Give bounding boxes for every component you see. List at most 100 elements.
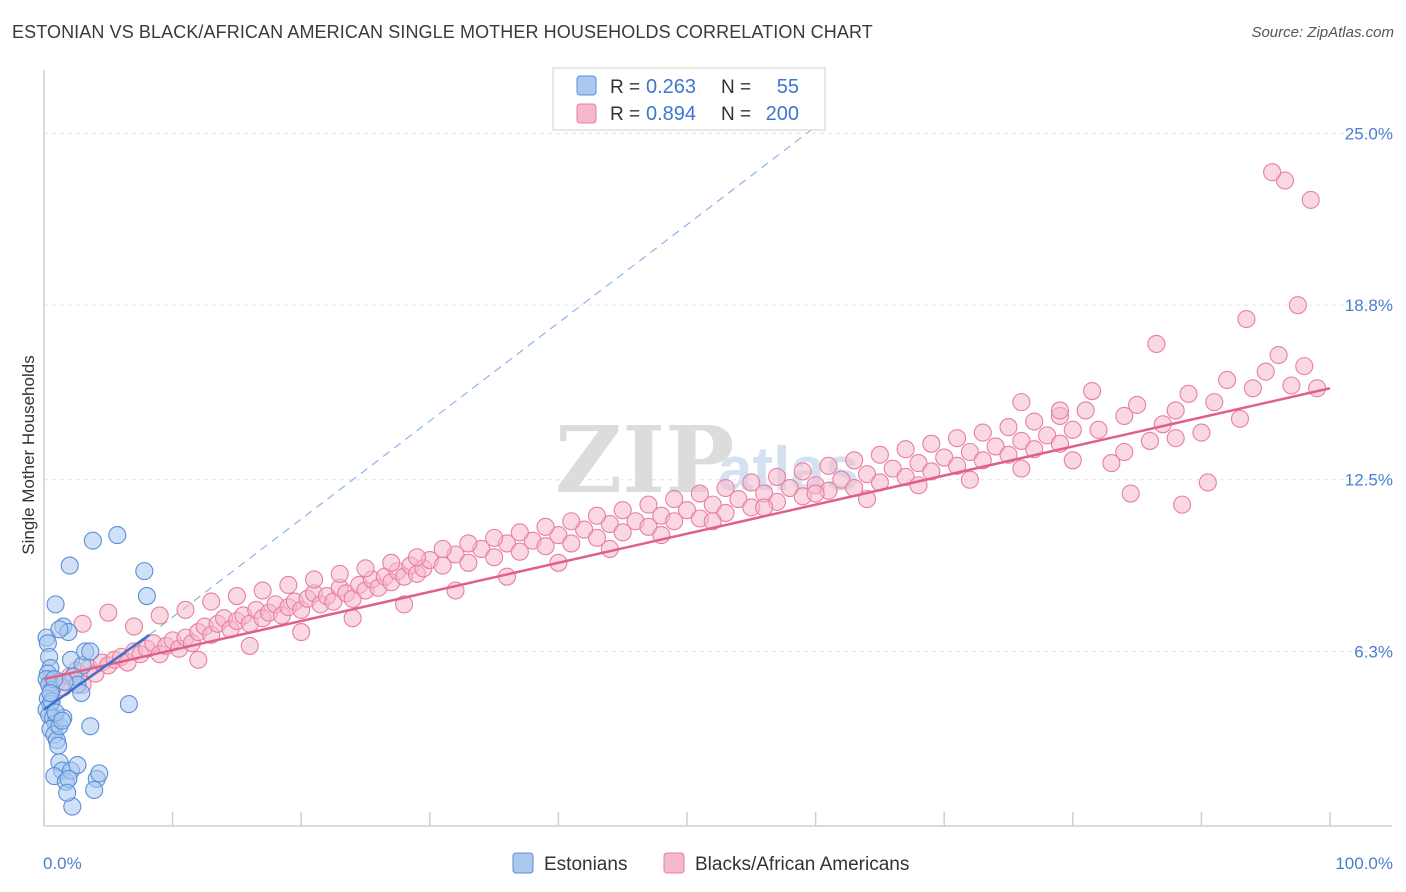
blacks-point [562,512,581,531]
blacks-point [1308,379,1327,398]
blacks-point [665,512,684,531]
blacks-point [1179,384,1198,403]
blacks-point [999,418,1018,437]
blacks-point [935,448,954,467]
blacks-point [459,534,478,553]
x-tick-labels: 0.0% 100.0% [43,854,1393,873]
blacks-point [742,473,761,492]
blacks-point [1275,171,1295,190]
blacks-point [922,462,941,481]
blacks-point [1089,420,1108,439]
blacks-point [703,512,722,531]
estonians-point [135,562,154,581]
blacks-point [870,445,889,464]
estonians-point [58,783,77,802]
legend-r-label-estonians: R = [610,77,640,98]
estonians-point [68,756,87,775]
blacks-point [1269,345,1288,365]
source-credit: Source: ZipAtlas.com [1251,24,1394,41]
blacks-point [1218,370,1237,390]
blacks-point [1243,379,1262,398]
blacks-point [716,478,735,498]
blacks-point [1166,401,1185,420]
blacks-point [1295,357,1314,376]
stats-legend-box [552,67,826,131]
legend-n-value-estonians: 55 [777,76,799,98]
blacks-point [549,526,568,545]
legend-n-value-blacks: 200 [766,103,799,125]
blacks-point [587,506,607,525]
estonians-point [85,780,104,800]
blacks-point [729,490,748,509]
blacks-point [1140,431,1160,450]
blacks-point [510,542,529,561]
estonians-trend-extension [149,116,829,636]
blacks-point [227,587,246,606]
blacks-point [832,470,851,489]
blacks-point [189,650,208,669]
blacks-point [1128,395,1147,414]
blacks-point [407,548,426,567]
blacks-point [613,501,632,520]
blacks-point [845,451,864,470]
estonians-point [41,683,60,703]
blacks-point [819,456,838,475]
blacks-point [176,600,195,619]
legend-r-label-blacks: R = [610,104,640,125]
blacks-point [716,503,735,522]
blacks-point [382,553,401,572]
blacks-point [1012,459,1031,478]
blacks-point [124,617,144,636]
legend-r-value-estonians: 0.263 [646,76,696,98]
estonians-point [83,531,102,550]
estonians-point [46,595,65,614]
blacks-point [330,564,349,583]
blacks-point [1012,431,1031,450]
blacks-point [960,442,979,462]
blacks-point [1198,473,1217,492]
series-legend: Estonians Blacks/African Americans [512,852,909,875]
blacks-point [1063,420,1082,439]
gridlines [44,132,1392,652]
blacks-point [600,514,619,534]
trend-lines [149,116,829,636]
blacks-point [883,459,902,478]
y-tick-label: 6.3% [1354,642,1393,661]
blacks-point [459,553,478,572]
blacks-point [562,534,581,553]
blacks-point [1263,163,1282,182]
blacks-point [433,539,452,559]
blacks-point [1205,393,1224,412]
blacks-point [305,570,324,589]
blacks-point [485,528,504,547]
estonians-point [108,526,127,545]
blacks-point [1012,393,1031,412]
bottom-legend-swatch-estonians [512,852,534,874]
blacks-point [1301,190,1320,209]
blacks-point [1063,451,1082,470]
blacks-point [343,609,362,628]
blacks-point [1083,382,1102,401]
blacks-point [613,523,632,542]
blacks-point [639,517,658,536]
estonians-point [119,695,138,714]
blacks-point [922,434,941,453]
estonians-point [81,717,100,736]
blacks-trend-line [43,387,1331,681]
blacks-point [1282,376,1301,395]
blacks-point [1025,412,1044,431]
blacks-point [395,595,414,614]
blacks-point [150,606,169,625]
blacks-point [1121,484,1140,503]
bottom-legend-swatch-blacks [663,852,685,874]
blacks-point [1076,401,1095,420]
blacks-point [1166,429,1185,448]
blacks-point [1115,442,1134,462]
blacks-point [755,498,774,517]
blacks-point [575,520,594,539]
blacks-point [639,495,658,514]
bottom-legend-label-estonians: Estonians [544,854,627,875]
blacks-point [510,523,529,542]
blacks-point [1173,495,1192,514]
